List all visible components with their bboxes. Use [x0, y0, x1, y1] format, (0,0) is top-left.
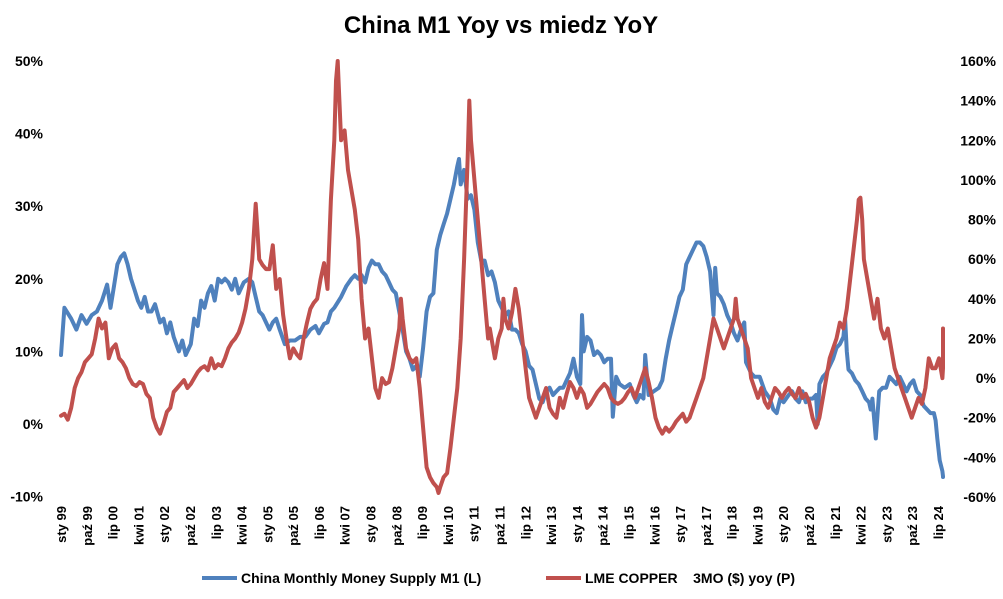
- x-tick-label: lip 15: [621, 506, 636, 539]
- right-tick-label: 80%: [968, 212, 997, 228]
- x-tick-label: sty 08: [364, 506, 379, 543]
- x-tick-label: paź 17: [699, 506, 714, 546]
- left-tick-label: 50%: [15, 53, 44, 69]
- x-tick-label: kwi 04: [235, 505, 250, 545]
- right-tick-label: 120%: [960, 132, 996, 148]
- x-tick-label: lip 06: [312, 506, 327, 539]
- left-axis-ticks: -10% 0% 10% 20% 30% 40% 50%: [10, 53, 43, 505]
- x-tick-label: lip 24: [931, 505, 946, 539]
- x-tick-label: paź 02: [183, 506, 198, 546]
- legend-label-copper: LME COPPER 3MO ($) yoy (P): [585, 570, 795, 586]
- chart-title: China M1 Yoy vs miedz YoY: [344, 12, 658, 39]
- x-tick-label: paź 08: [389, 506, 404, 546]
- right-tick-label: 160%: [960, 53, 996, 69]
- x-tick-label: lip 12: [518, 506, 533, 539]
- right-tick-label: -60%: [963, 489, 996, 505]
- x-tick-label: lip 09: [415, 506, 430, 539]
- right-tick-label: 140%: [960, 93, 996, 109]
- x-tick-label: lip 03: [209, 506, 224, 539]
- series-layer: [59, 59, 945, 495]
- x-tick-label: kwi 16: [647, 506, 662, 545]
- x-tick-label: kwi 22: [854, 506, 869, 545]
- x-tick-label: kwi 07: [338, 506, 353, 545]
- x-tick-label: sty 17: [673, 506, 688, 543]
- x-tick-label: sty 99: [54, 506, 69, 543]
- left-tick-label: 40%: [15, 126, 44, 142]
- x-tick-label: paź 11: [493, 506, 508, 545]
- legend-label-m1: China Monthly Money Supply M1 (L): [241, 570, 481, 586]
- right-tick-label: 100%: [960, 172, 996, 188]
- series-line-m1: [59, 157, 945, 479]
- x-tick-label: sty 20: [776, 506, 791, 543]
- x-tick-label: kwi 19: [750, 506, 765, 545]
- right-tick-label: -20%: [963, 410, 996, 426]
- right-tick-label: 20%: [968, 330, 997, 346]
- x-tick-label: paź 23: [905, 506, 920, 546]
- legend: China Monthly Money Supply M1 (L) LME CO…: [202, 570, 795, 586]
- x-tick-label: paź 05: [286, 506, 301, 546]
- x-tick-label: lip 00: [106, 506, 121, 539]
- right-axis-ticks: -60% -40% -20% 0% 20% 40% 60% 80% 100% 120% 140% 16…: [960, 53, 996, 505]
- x-tick-label: paź 20: [802, 506, 817, 546]
- right-tick-label: 40%: [968, 291, 997, 307]
- series-line-copper: [59, 59, 945, 495]
- left-tick-label: 0%: [23, 416, 44, 432]
- left-tick-label: 20%: [15, 271, 44, 287]
- right-tick-label: 60%: [968, 251, 997, 267]
- right-tick-label: 0%: [976, 370, 997, 386]
- x-tick-label: sty 02: [157, 506, 172, 543]
- left-tick-label: 30%: [15, 198, 44, 214]
- x-tick-label: sty 23: [879, 506, 894, 543]
- right-tick-label: -40%: [963, 449, 996, 465]
- x-tick-label: paź 99: [80, 506, 95, 546]
- x-axis-ticks: sty 99 paź 99 lip 00 kwi 01 sty 02 paź 02 lip …: [54, 505, 946, 546]
- x-tick-label: paź 14: [596, 505, 611, 546]
- x-tick-label: kwi 01: [131, 506, 146, 545]
- x-tick-label: sty 14: [570, 505, 585, 543]
- x-tick-label: kwi 10: [441, 506, 456, 545]
- x-tick-label: lip 21: [828, 506, 843, 539]
- left-tick-label: -10%: [10, 489, 43, 505]
- x-tick-label: sty 11: [467, 506, 482, 542]
- x-tick-label: sty 05: [260, 506, 275, 543]
- x-tick-label: lip 18: [725, 506, 740, 539]
- x-tick-label: kwi 13: [544, 506, 559, 545]
- left-tick-label: 10%: [15, 343, 44, 359]
